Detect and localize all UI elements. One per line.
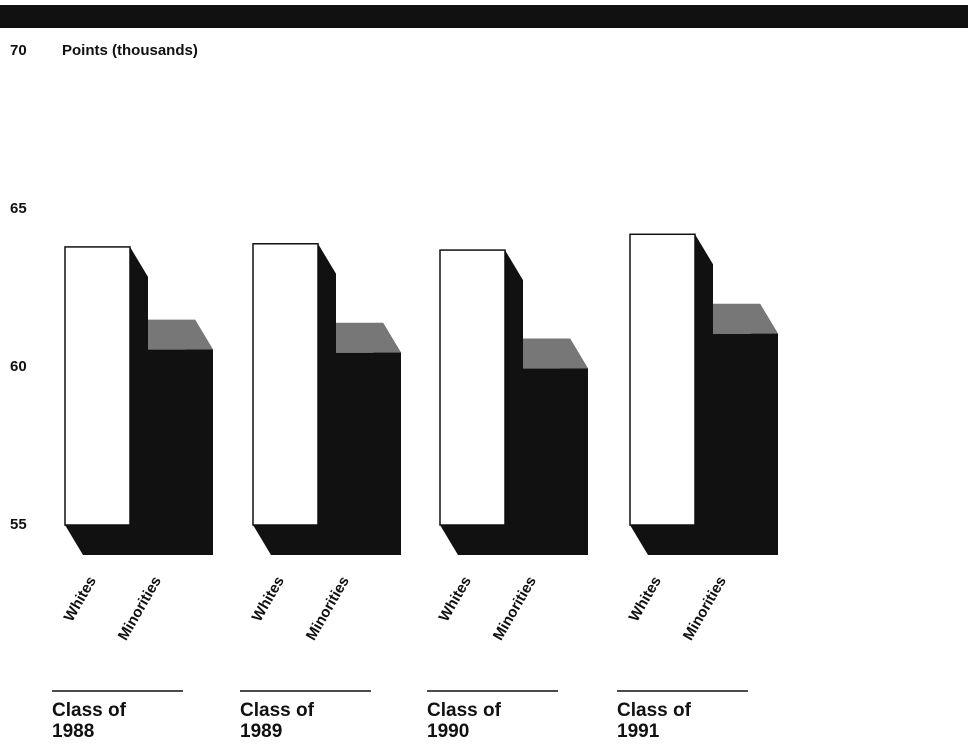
y-axis-label: Points (thousands) bbox=[62, 42, 198, 59]
bar bbox=[64, 246, 131, 526]
category-label: Class of 1990 bbox=[427, 700, 501, 742]
bar bbox=[252, 243, 319, 526]
bar bbox=[713, 333, 778, 555]
bar-top bbox=[318, 322, 401, 353]
category-label: Class of 1991 bbox=[617, 700, 691, 742]
legend-label: Whites bbox=[626, 573, 665, 624]
bar bbox=[336, 352, 401, 555]
category-label: Class of 1988 bbox=[52, 700, 126, 742]
header-band bbox=[0, 5, 968, 28]
y-tick-label: 55 bbox=[10, 516, 27, 533]
legend-label: Whites bbox=[249, 573, 288, 624]
category-label: Class of 1989 bbox=[240, 700, 314, 742]
legend-label: Whites bbox=[436, 573, 475, 624]
legend-label: Minorities bbox=[303, 573, 353, 643]
bar-top bbox=[695, 303, 778, 334]
bar bbox=[629, 233, 696, 526]
bar bbox=[523, 368, 588, 555]
bar bbox=[439, 249, 506, 526]
legend-label: Minorities bbox=[490, 573, 540, 643]
legend-label: Whites bbox=[61, 573, 100, 624]
bar bbox=[148, 349, 213, 555]
bar-top bbox=[130, 319, 213, 350]
y-tick-label: 60 bbox=[10, 358, 27, 375]
y-tick-label: 70 bbox=[10, 42, 27, 59]
legend-label: Minorities bbox=[680, 573, 730, 643]
bar-top bbox=[505, 338, 588, 369]
y-tick-label: 65 bbox=[10, 200, 27, 217]
legend-label: Minorities bbox=[115, 573, 165, 643]
